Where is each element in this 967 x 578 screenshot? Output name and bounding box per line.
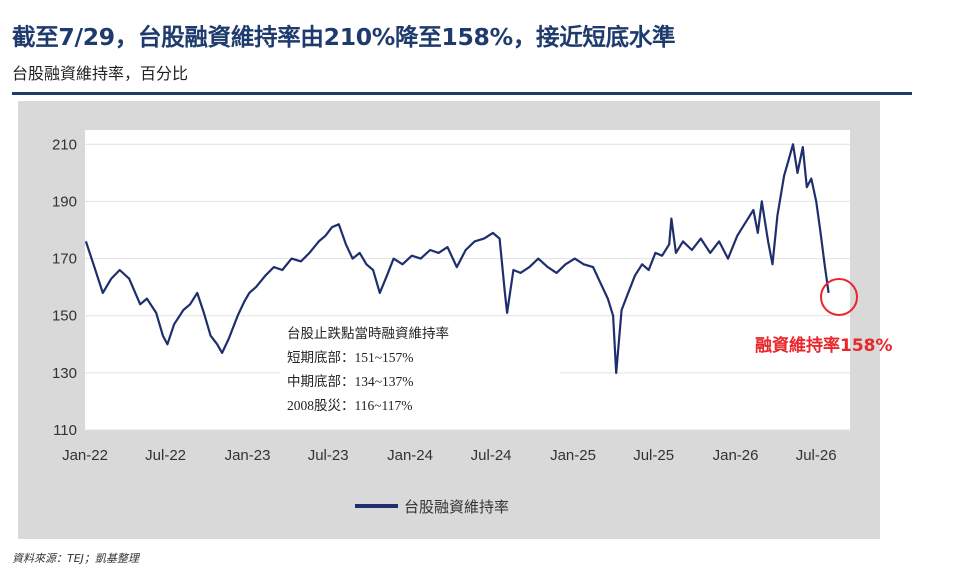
x-tick-label: Jan-26	[713, 447, 759, 464]
x-tick-label: Jul-24	[471, 447, 512, 464]
y-tick-label: 210	[52, 136, 77, 153]
annotation-short-term: 短期底部：151~157%	[287, 350, 414, 365]
annotation-mid-term: 中期底部：134~137%	[287, 374, 414, 389]
legend-label: 台股融資維持率	[404, 498, 509, 516]
y-tick-label: 170	[52, 251, 77, 268]
x-tick-label: Jan-24	[387, 447, 433, 464]
x-axis-ticks: Jan-22 Jul-22 Jan-23 Jul-23 Jan-24 Jul-24 Jan-…	[62, 447, 837, 464]
grid-lines	[85, 143, 850, 431]
series-line	[84, 143, 830, 374]
chart-subtitle: 台股融資維持率，百分比	[12, 64, 189, 83]
x-tick-label: Jan-25	[550, 447, 596, 464]
latest-value-marker	[820, 278, 858, 316]
x-tick-label: Jul-23	[308, 447, 349, 464]
x-tick-label: Jul-22	[145, 447, 186, 464]
y-tick-label: 190	[52, 193, 77, 210]
x-tick-label: Jul-26	[796, 447, 837, 464]
x-tick-label: Jan-22	[62, 447, 108, 464]
header-divider	[12, 92, 912, 95]
y-tick-label: 130	[52, 365, 77, 382]
latest-value-callout: 融資維持率158%	[755, 335, 893, 356]
series-layer	[84, 143, 830, 374]
annotation-box	[280, 320, 560, 420]
annotation-2008-crash: 2008股災：116~117%	[287, 398, 413, 413]
source-note: 資料來源：TEJ；凱基整理	[12, 552, 139, 565]
y-axis-ticks: 210 190 170 150 130 110	[52, 136, 77, 439]
y-tick-label: 150	[52, 308, 77, 325]
y-tick-label: 110	[53, 422, 77, 439]
page-title: 截至7/29，台股融資維持率由210%降至158%，接近短底水準	[12, 23, 676, 51]
x-tick-label: Jul-25	[633, 447, 674, 464]
annotation-title: 台股止跌點當時融資維持率	[287, 325, 449, 341]
x-tick-label: Jan-23	[225, 447, 271, 464]
